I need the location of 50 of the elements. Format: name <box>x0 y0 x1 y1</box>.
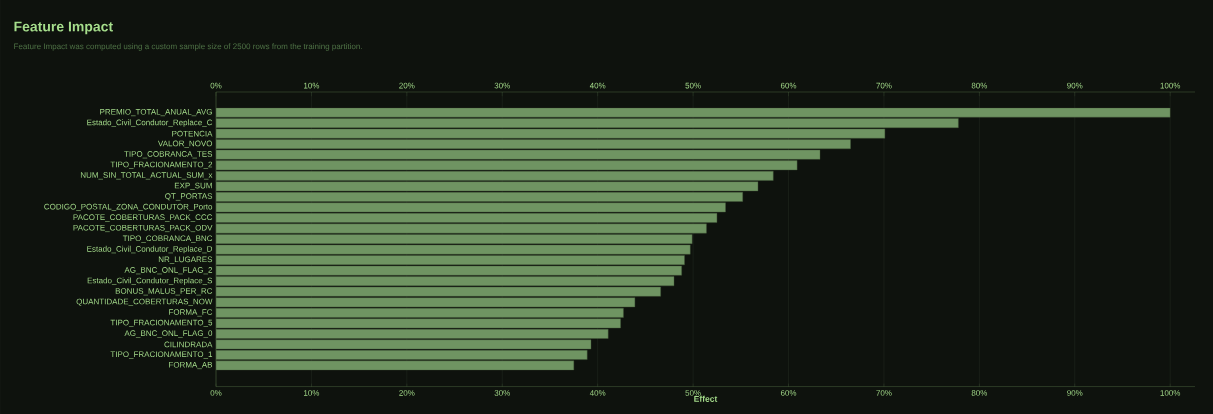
x2-tick-label: 90% <box>1067 82 1083 89</box>
y-tick-label: VALOR_NOVO <box>157 140 213 148</box>
x2-tick-label: 30% <box>494 82 510 89</box>
x-tick-label: 60% <box>780 390 797 396</box>
x2-tick-label: 40% <box>589 82 606 89</box>
x-tick-label: 90% <box>1067 390 1083 396</box>
y-tick-label: POTENCIA <box>172 130 213 137</box>
x-axis-title: Effect <box>694 395 718 402</box>
y-tick-label: CILINDRADA <box>164 341 213 348</box>
x-tick-label: 100% <box>1160 390 1181 396</box>
y-tick-label: NR_LUGARES <box>158 256 213 264</box>
y-tick-label: PREMIO_TOTAL_ANUAL_AVG <box>100 108 212 117</box>
x2-tick-label: 50% <box>685 82 701 89</box>
x-tick-label: 10% <box>304 390 320 396</box>
x-tick-label: 50% <box>685 390 701 396</box>
y-tick-label: FORMA_FC <box>169 309 213 317</box>
y-tick-label: TIPO_FRACIONAMENTO_2 <box>110 161 213 169</box>
y-tick-label: PACOTE_COBERTURAS_PACK_CCC <box>73 214 213 222</box>
y-tick-label: Estado_Civil_Condutor_Replace_D <box>87 245 213 254</box>
y-tick-label: CODIGO_POSTAL_ZONA_CONDUTOR_Porto <box>44 203 213 211</box>
y-tick-label: TIPO_FRACIONAMENTO_1 <box>110 351 213 359</box>
x-tick-label: 0% <box>210 390 222 396</box>
y-tick-label: AG_BNC_ONL_FLAG_2 <box>124 267 213 275</box>
x-tick-label: 30% <box>494 390 510 396</box>
x2-tick-label: 0% <box>210 82 222 89</box>
y-tick-label: BONUS_MALUS_PER_RC <box>115 288 213 296</box>
y-tick-label: PACOTE_COBERTURAS_PACK_ODV <box>73 224 213 233</box>
x-tick-label: 40% <box>589 390 606 396</box>
y-tick-label: EXP_SUM <box>174 182 212 190</box>
text: Feature Impact <box>14 21 113 35</box>
y-tick-label: QT_PORTAS <box>165 193 213 201</box>
y-tick-label: Estado_Civil_Condutor_Replace_C <box>87 119 213 127</box>
x2-tick-label: 10% <box>304 82 320 89</box>
x-tick-label: 70% <box>876 390 892 396</box>
y-tick-label: Estado_Civil_Condutor_Replace_S <box>87 277 213 285</box>
x2-tick-label: 70% <box>876 82 892 89</box>
y-tick-label: FORMA_AB <box>169 361 213 370</box>
x2-tick-label: 80% <box>971 82 988 89</box>
x2-tick-label: 100% <box>1160 82 1181 89</box>
y-tick-label: TIPO_COBRANCA_TES <box>124 151 213 159</box>
y-tick-label: NUM_SIN_TOTAL_ACTUAL_SUM_x <box>80 172 213 180</box>
x-tick-label: 80% <box>971 390 988 396</box>
x2-tick-label: 20% <box>399 82 415 89</box>
y-tick-label: TIPO_COBRANCA_BNC <box>122 235 213 243</box>
y-tick-label: AG_BNC_ONL_FLAG_0 <box>124 330 213 338</box>
chart-subtitle: Feature Impact was computed using a custom sample size of 2500 rows from the training partition. <box>14 43 362 51</box>
y-tick-label: TIPO_FRACIONAMENTO_5 <box>110 319 213 327</box>
y-tick-label: QUANTIDADE_COBERTURAS_NOW <box>76 298 213 306</box>
x2-tick-label: 60% <box>780 82 797 89</box>
x-tick-label: 20% <box>399 390 415 396</box>
